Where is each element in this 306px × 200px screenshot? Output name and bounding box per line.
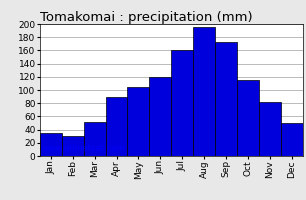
Bar	[237, 80, 259, 156]
Bar	[259, 102, 281, 156]
Bar	[215, 42, 237, 156]
Bar	[40, 133, 62, 156]
Bar	[62, 136, 84, 156]
Bar	[171, 50, 193, 156]
Text: Tomakomai : precipitation (mm): Tomakomai : precipitation (mm)	[40, 11, 252, 24]
Text: www.allmetsat.com: www.allmetsat.com	[43, 144, 125, 153]
Bar	[149, 77, 171, 156]
Bar	[106, 97, 128, 156]
Bar	[84, 122, 106, 156]
Bar	[193, 27, 215, 156]
Bar	[281, 123, 303, 156]
Bar	[128, 87, 149, 156]
